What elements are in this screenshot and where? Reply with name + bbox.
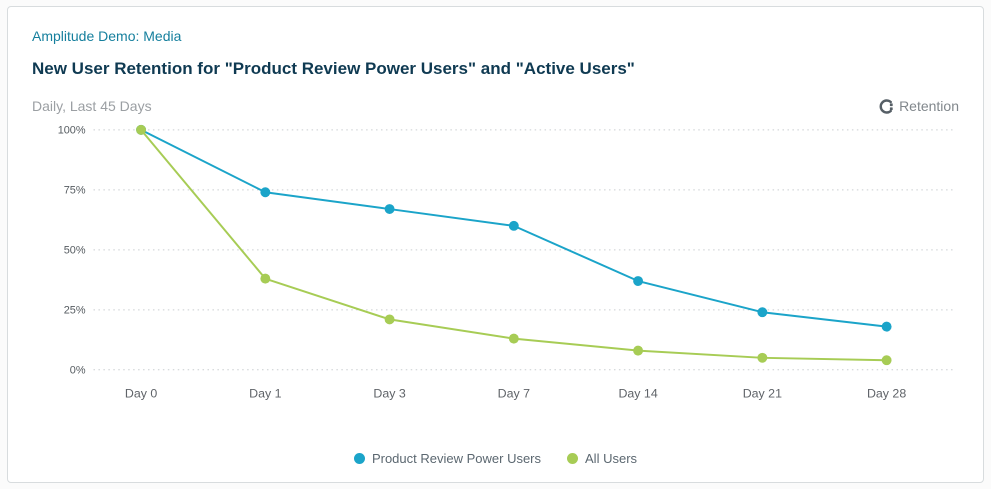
data-point[interactable] <box>633 276 644 286</box>
data-point[interactable] <box>384 314 395 325</box>
legend-item[interactable]: All Users <box>567 451 637 466</box>
data-point[interactable] <box>384 204 395 215</box>
widget-type-badge: Retention <box>879 98 959 114</box>
x-tick-label: Day 14 <box>618 387 657 401</box>
legend-label: Product Review Power Users <box>371 451 542 466</box>
y-tick-label: 0% <box>70 364 86 376</box>
data-point[interactable] <box>508 220 519 231</box>
data-point[interactable] <box>136 124 147 135</box>
x-tick-label: Day 28 <box>867 387 906 401</box>
data-point[interactable] <box>757 307 768 318</box>
legend-dot-icon <box>567 453 579 464</box>
legend-item[interactable]: Product Review Power Users <box>353 451 542 466</box>
y-tick-label: 100% <box>58 124 86 136</box>
x-tick-label: Day 21 <box>743 387 782 401</box>
data-point[interactable] <box>260 273 271 284</box>
chart-date-range-label: Daily, Last 45 Days <box>32 98 152 114</box>
x-tick-label: Day 7 <box>498 387 530 401</box>
data-point[interactable] <box>633 345 644 356</box>
data-point[interactable] <box>881 355 892 366</box>
subheader-row: Daily, Last 45 Days Retention <box>32 98 959 114</box>
breadcrumb[interactable]: Amplitude Demo: Media <box>32 28 182 44</box>
series-line-1 <box>140 129 887 362</box>
legend-label: All Users <box>585 451 638 466</box>
x-tick-label: Day 3 <box>373 387 405 401</box>
widget-type-label: Retention <box>899 98 959 114</box>
x-tick-label: Day 0 <box>125 387 157 401</box>
data-point[interactable] <box>260 187 271 198</box>
retention-widget-card: Amplitude Demo: Media New User Retention… <box>7 6 984 483</box>
retention-icon <box>879 98 894 114</box>
retention-chart[interactable]: 0% 25% 50% 75% 100% Day 0 Day 1 Day 3 Day 7 Day 1… <box>32 116 959 449</box>
page-title: New User Retention for "Product Review P… <box>32 59 635 78</box>
data-point[interactable] <box>508 333 519 344</box>
retention-chart-svg[interactable]: 0% 25% 50% 75% 100% Day 0 Day 1 Day 3 Day 7 Day 1… <box>32 116 959 413</box>
x-tick-label: Day 1 <box>249 387 281 401</box>
data-point[interactable] <box>881 321 892 332</box>
legend-dot-icon <box>353 453 365 464</box>
data-point[interactable] <box>757 352 768 363</box>
y-tick-label: 25% <box>64 304 86 316</box>
y-tick-label: 75% <box>64 184 86 196</box>
y-tick-label: 50% <box>64 244 86 256</box>
chart-legend: Product Review Power Users All Users <box>32 449 959 474</box>
